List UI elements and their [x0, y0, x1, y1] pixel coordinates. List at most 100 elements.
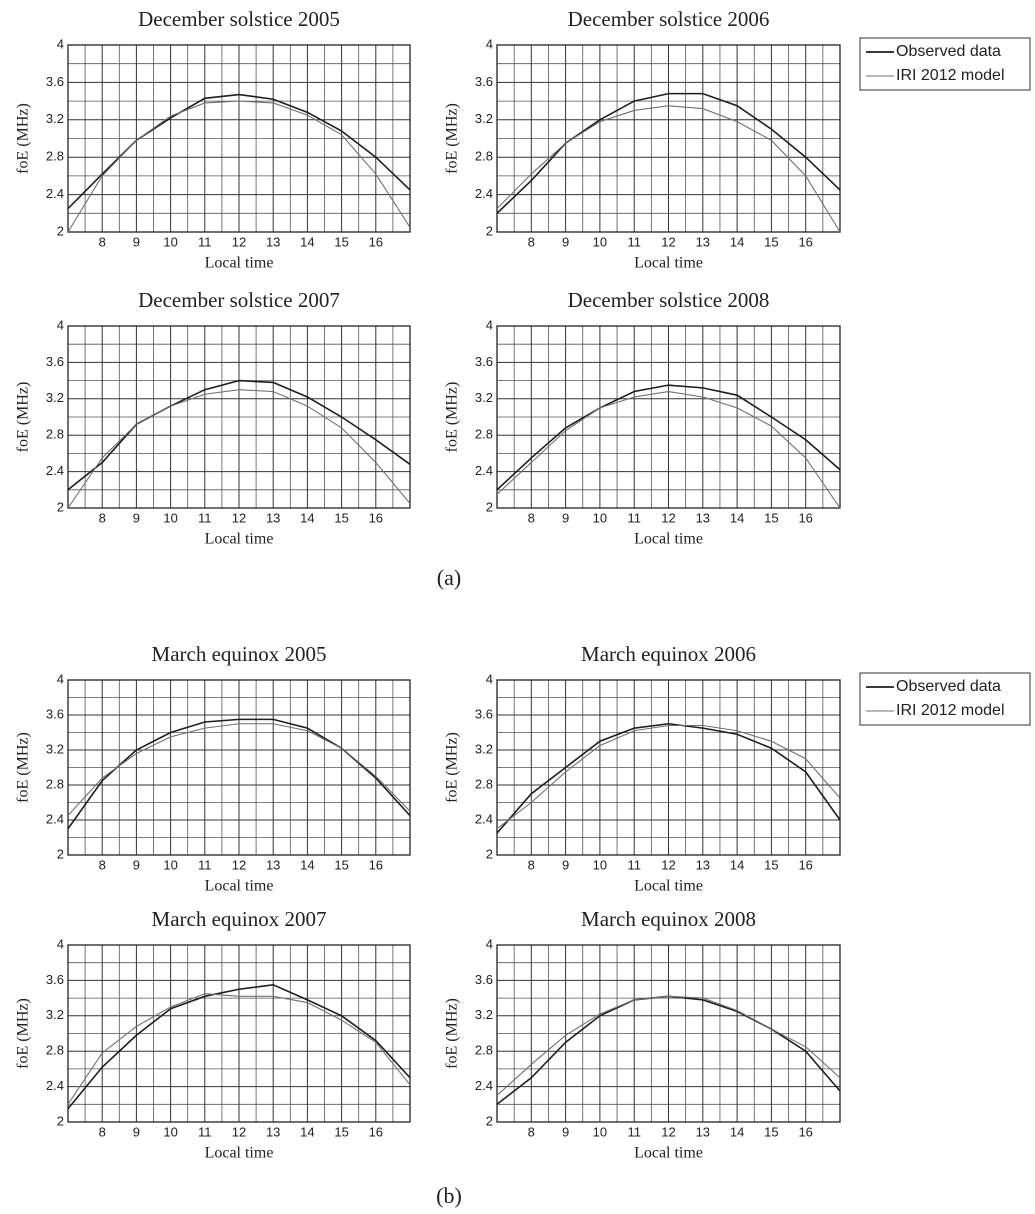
- y-tick-label: 2: [57, 223, 64, 238]
- legend-box: [859, 37, 1031, 91]
- x-tick-label: 8: [528, 857, 535, 872]
- y-tick-label: 2.8: [475, 427, 493, 442]
- y-tick-label: 3.6: [46, 354, 64, 369]
- series-line: [67, 379, 411, 491]
- y-tick-label: 4: [486, 671, 493, 686]
- y-tick-label: 2: [486, 1113, 493, 1128]
- x-tick-label: 13: [266, 1124, 280, 1139]
- series-line: [496, 995, 841, 1096]
- chart-title: December solstice 2008: [568, 288, 770, 312]
- x-tick-label: 13: [266, 234, 280, 249]
- legend-label: Observed data: [896, 43, 1001, 60]
- y-tick-label: 2.8: [46, 427, 64, 442]
- series-line: [67, 389, 411, 509]
- y-tick-label: 2: [486, 846, 493, 861]
- chart-title: December solstice 2007: [138, 288, 340, 312]
- y-axis-label: foE (MHz): [15, 998, 32, 1069]
- panel-label: (a): [437, 565, 461, 590]
- legend-label: IRI 2012 model: [896, 702, 1005, 719]
- y-tick-label: 2.4: [46, 463, 64, 478]
- x-tick-label: 10: [593, 857, 607, 872]
- legend-label: IRI 2012 model: [896, 67, 1005, 84]
- y-axis-label: foE (MHz): [15, 382, 32, 453]
- y-tick-label: 3.2: [475, 390, 493, 405]
- x-tick-label: 16: [369, 1124, 383, 1139]
- y-tick-label: 2.8: [46, 149, 64, 164]
- x-tick-label: 15: [334, 510, 348, 525]
- series-line: [67, 993, 411, 1105]
- x-tick-label: 15: [764, 234, 778, 249]
- y-tick-label: 3.6: [475, 354, 493, 369]
- x-tick-label: 8: [99, 510, 106, 525]
- chart-title: March equinox 2005: [152, 642, 327, 666]
- x-tick-label: 10: [163, 510, 177, 525]
- y-axis-label: foE (MHz): [444, 103, 461, 174]
- y-tick-label: 3.6: [46, 74, 64, 89]
- plot-frame: [496, 679, 841, 856]
- y-tick-label: 2.8: [46, 776, 64, 791]
- x-tick-label: 16: [798, 1124, 812, 1139]
- x-tick-label: 11: [627, 510, 641, 525]
- plot-frame: [496, 325, 841, 509]
- x-tick-label: 14: [300, 1124, 314, 1139]
- y-tick-label: 3.6: [475, 74, 493, 89]
- series-line: [496, 105, 841, 233]
- series-line: [496, 92, 841, 214]
- y-axis-label: foE (MHz): [444, 998, 461, 1069]
- y-tick-label: 3.2: [46, 111, 64, 126]
- plot-frame: [496, 944, 841, 1123]
- y-tick-label: 2: [57, 846, 64, 861]
- x-tick-label: 16: [798, 857, 812, 872]
- x-tick-label: 13: [696, 857, 710, 872]
- y-tick-label: 2.4: [475, 186, 493, 201]
- x-tick-label: 12: [232, 857, 246, 872]
- legend-label: Observed data: [896, 678, 1001, 695]
- x-tick-label: 10: [593, 1124, 607, 1139]
- y-tick-label: 2.4: [475, 1078, 493, 1093]
- x-tick-label: 12: [661, 234, 675, 249]
- y-tick-label: 3.2: [46, 741, 64, 756]
- x-tick-label: 10: [593, 510, 607, 525]
- plot-frame: [67, 679, 411, 856]
- x-tick-label: 9: [562, 1124, 569, 1139]
- x-axis-label: Local time: [634, 878, 703, 895]
- y-tick-label: 3.2: [475, 741, 493, 756]
- x-tick-label: 12: [232, 234, 246, 249]
- y-tick-label: 3.6: [46, 706, 64, 721]
- y-tick-label: 4: [57, 936, 64, 951]
- series-line: [67, 984, 411, 1110]
- series-line: [496, 384, 841, 491]
- chart-title: December solstice 2006: [568, 7, 770, 31]
- series-line: [67, 100, 411, 233]
- x-tick-label: 14: [730, 857, 744, 872]
- x-tick-label: 12: [232, 1124, 246, 1139]
- y-tick-label: 2.4: [475, 463, 493, 478]
- x-tick-label: 8: [99, 1124, 106, 1139]
- x-tick-label: 8: [99, 857, 106, 872]
- x-tick-label: 13: [266, 857, 280, 872]
- x-tick-label: 16: [369, 857, 383, 872]
- x-tick-label: 15: [764, 857, 778, 872]
- x-tick-label: 14: [300, 857, 314, 872]
- x-tick-label: 11: [198, 510, 212, 525]
- x-tick-label: 15: [334, 1124, 348, 1139]
- y-tick-label: 2: [486, 499, 493, 514]
- x-tick-label: 14: [300, 510, 314, 525]
- series-line: [496, 724, 841, 830]
- x-tick-label: 16: [798, 510, 812, 525]
- x-axis-label: Local time: [634, 531, 703, 548]
- y-tick-label: 4: [57, 317, 64, 332]
- x-tick-label: 9: [133, 234, 140, 249]
- plot-frame: [67, 944, 411, 1123]
- x-tick-label: 8: [99, 234, 106, 249]
- y-axis-label: foE (MHz): [444, 732, 461, 803]
- y-tick-label: 2.8: [475, 1043, 493, 1058]
- y-tick-label: 3.2: [46, 1007, 64, 1022]
- y-tick-label: 3.2: [475, 111, 493, 126]
- x-tick-label: 12: [661, 510, 675, 525]
- x-axis-label: Local time: [205, 1145, 274, 1162]
- x-tick-label: 14: [730, 1124, 744, 1139]
- y-tick-label: 3.6: [46, 972, 64, 987]
